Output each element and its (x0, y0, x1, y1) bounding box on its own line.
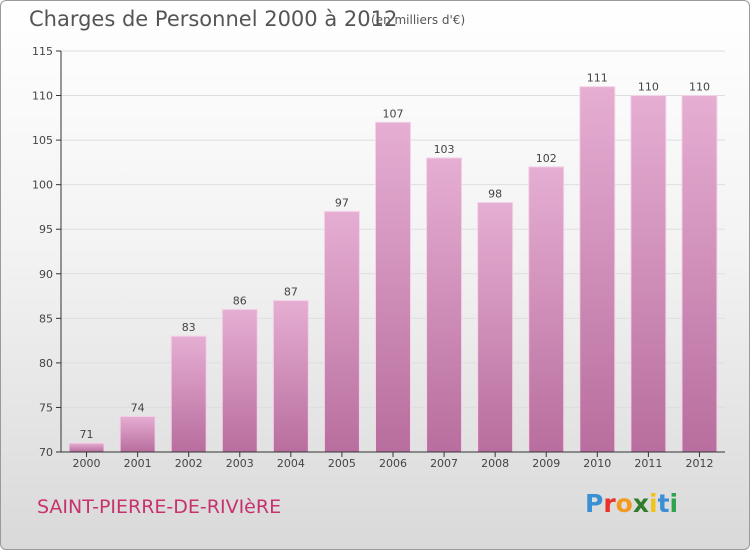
logo-letter: o (615, 489, 633, 518)
bar-value-label: 110 (689, 81, 710, 94)
logo-letter: i (669, 489, 679, 518)
bar-2004 (272, 300, 309, 453)
logo-letter: P (585, 489, 604, 518)
y-tick-label: 90 (39, 268, 53, 281)
bar-2009 (528, 166, 565, 453)
y-tick-label: 110 (32, 90, 53, 103)
logo-letter: t (657, 489, 670, 518)
bar-value-label: 102 (536, 152, 557, 165)
bar-value-label: 107 (383, 107, 404, 120)
logo-letter: r (603, 489, 616, 518)
y-tick-label: 100 (32, 179, 53, 192)
x-tick-label: 2004 (277, 457, 305, 470)
x-tick-label: 2003 (226, 457, 254, 470)
y-tick-label: 70 (39, 446, 53, 459)
y-tick-label: 105 (32, 134, 53, 147)
x-tick-label: 2002 (175, 457, 203, 470)
x-tick-label: 2006 (379, 457, 407, 470)
bar-value-label: 98 (488, 187, 502, 200)
location-name: SAINT-PIERRE-DE-RIVIèRE (37, 496, 282, 518)
bar-value-label: 74 (131, 401, 145, 414)
bar-2000 (68, 442, 105, 453)
logo-letter: i (649, 489, 658, 518)
bar-value-label: 86 (233, 294, 247, 307)
y-tick-label: 85 (39, 312, 53, 325)
chart-title: Charges de Personnel 2000 à 2012 (29, 7, 398, 31)
bar-value-label: 87 (284, 286, 298, 299)
bar-value-label: 111 (587, 72, 608, 85)
bar-2006 (375, 121, 411, 453)
bar-2007 (426, 157, 463, 453)
bar-2010 (579, 86, 616, 453)
y-tick-label: 115 (32, 45, 53, 58)
y-tick-label: 95 (39, 223, 53, 236)
bar-2008 (477, 201, 514, 453)
x-tick-label: 2000 (73, 457, 101, 470)
bar-value-label: 110 (638, 81, 659, 94)
bar-2001 (119, 415, 156, 453)
x-tick-label: 2011 (634, 457, 662, 470)
y-tick-label: 80 (39, 357, 53, 370)
bar-value-label: 83 (182, 321, 196, 334)
x-tick-label: 2005 (328, 457, 356, 470)
x-tick-label: 2010 (583, 457, 611, 470)
logo-letter: x (632, 489, 649, 518)
bar-2005 (323, 210, 360, 453)
x-tick-label: 2008 (481, 457, 509, 470)
x-tick-label: 2007 (430, 457, 458, 470)
proxiti-logo[interactable]: Proxiti (585, 489, 678, 518)
x-tick-label: 2009 (532, 457, 560, 470)
bar-value-label: 71 (80, 428, 94, 441)
bar-value-label: 97 (335, 196, 349, 209)
bar-2012 (681, 95, 718, 453)
chart-subtitle: (en milliers d'€) (371, 13, 466, 27)
bar-2003 (221, 308, 258, 453)
x-tick-label: 2012 (685, 457, 713, 470)
bar-2011 (630, 95, 667, 453)
bar-2002 (170, 335, 207, 453)
y-tick-label: 75 (39, 401, 53, 414)
bar-value-label: 103 (434, 143, 455, 156)
x-tick-label: 2001 (124, 457, 152, 470)
